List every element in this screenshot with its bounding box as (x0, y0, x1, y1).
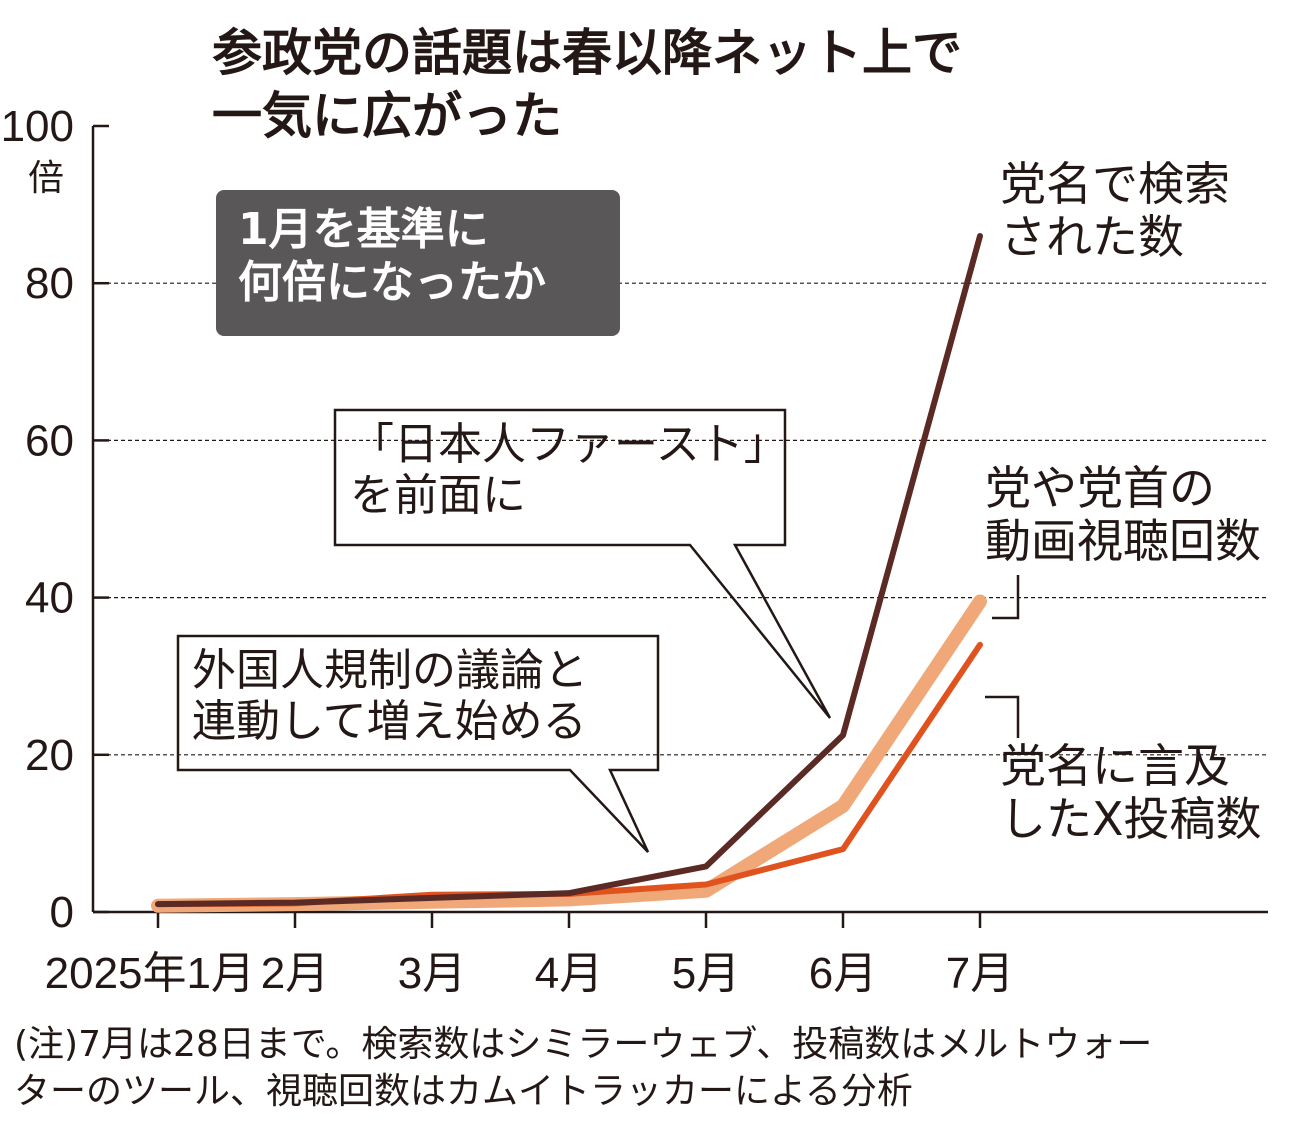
x-tick-label: 4月 (535, 949, 603, 998)
y-tick-label: 20 (25, 731, 74, 780)
x-tick-label: 6月 (809, 949, 877, 998)
x-tick-label: 3月 (398, 949, 466, 998)
callout-box (333, 408, 832, 719)
series-label: 党名で検索 された数 (1000, 157, 1230, 264)
series-label: 党や党首の 動画視聴回数 (985, 461, 1261, 568)
chart-title: 参政党の話題は春以降ネット上で 一気に広がった (212, 24, 962, 145)
x-tick-label: 2月 (261, 949, 329, 998)
subtitle-box: 1月を基準に 何倍になったか (216, 190, 620, 336)
callout-box (176, 634, 660, 853)
y-tick-label: 0 (50, 888, 74, 937)
y-tick-label: 80 (25, 259, 74, 308)
leader-line (992, 575, 1020, 620)
x-tick-label: 2025年1月 (45, 949, 255, 998)
annotation: 外国人規制の議論と 連動して増え始める (192, 645, 588, 747)
series-line (155, 233, 983, 908)
x-tick-label: 5月 (672, 949, 740, 998)
y-unit: 倍 (28, 158, 65, 199)
y-tick-label: 100 (1, 102, 74, 151)
y-tick-label: 40 (25, 574, 74, 623)
annotation: 「日本人ファースト」 を前面に (350, 419, 788, 521)
note: (注)7月は28日まで。検索数はシミラーウェブ、投稿数はメルトウォー ターのツー… (14, 1024, 1153, 1112)
leader-line (985, 695, 1020, 738)
series-label: 党名に言及 したX投稿数 (1000, 739, 1262, 846)
x-tick-label: 7月 (946, 949, 1014, 998)
y-tick-label: 60 (25, 416, 74, 465)
